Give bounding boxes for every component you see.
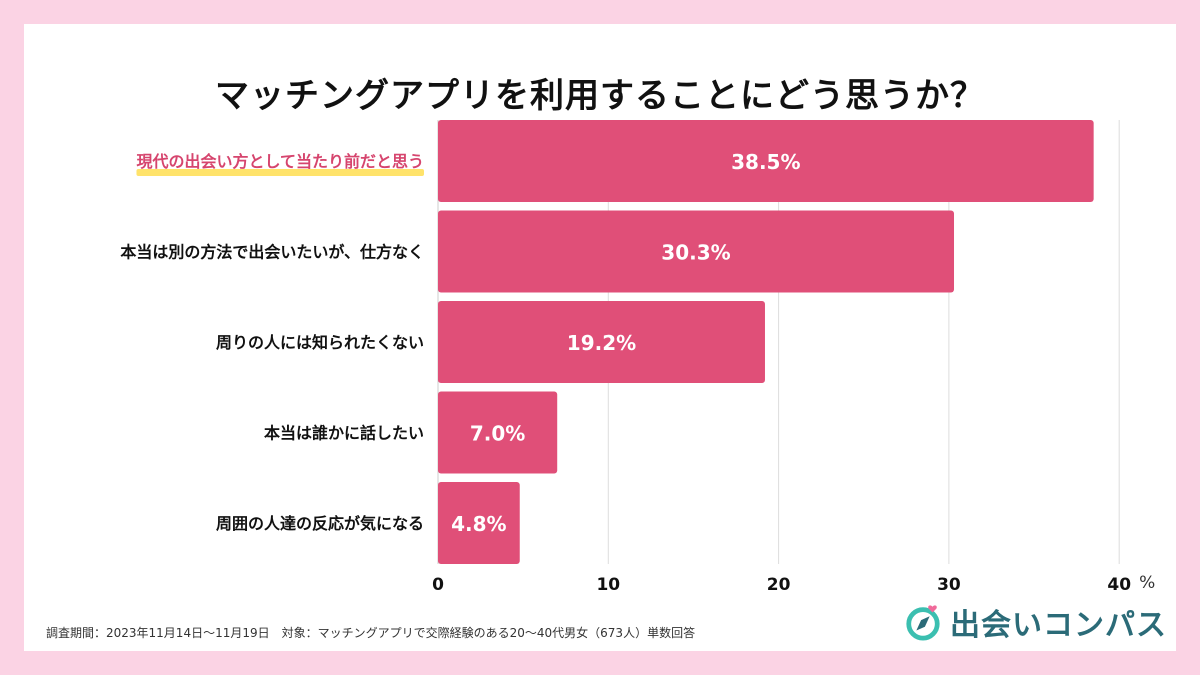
x-tick-label: 20 <box>767 575 791 595</box>
chart-card: マッチングアプリを利用することにどう思うか？ 38.5% 現代の出会い方として当た… <box>24 24 1176 651</box>
bar <box>438 120 1094 202</box>
category-label: 現代の出会い方として当たり前だと思う <box>136 152 424 171</box>
category-label: 本当は別の方法で出会いたいが、仕方なく <box>120 243 424 262</box>
highlight-underline <box>136 169 424 176</box>
category-label: 本当は誰かに話したい <box>264 424 424 443</box>
bar-value-label: 30.3% <box>661 241 730 265</box>
brand-logo: 出会いコンパス <box>904 600 1167 644</box>
bar <box>438 301 765 383</box>
bar-value-label: 7.0% <box>470 422 525 446</box>
survey-footnote: 調査期間：2023年11月14日〜11月19日 対象：マッチングアプリで交際経験… <box>46 626 696 640</box>
bar <box>438 391 558 474</box>
x-tick-label: 30 <box>937 575 961 595</box>
bar-value-label: 19.2% <box>567 331 636 355</box>
x-tick-label: 0 <box>432 575 444 595</box>
x-tick-label: 40 <box>1107 575 1131 595</box>
bar-value-label: 4.8% <box>451 512 506 536</box>
compass-heart-icon <box>906 605 940 641</box>
x-axis-unit: % <box>1139 573 1155 593</box>
bar <box>438 210 955 293</box>
brand-name: 出会いコンパス <box>950 608 1167 643</box>
bar <box>438 482 520 564</box>
x-tick-label: 10 <box>596 575 620 595</box>
chart-title: マッチングアプリを利用することにどう思うか？ <box>215 76 985 116</box>
bar-chart: 38.5% 現代の出会い方として当たり前だと思う 30.3% 本当は別の方法で出会いた… <box>120 120 1155 595</box>
category-label: 周囲の人達の反応が気になる <box>216 514 424 533</box>
bar-value-label: 38.5% <box>731 150 800 174</box>
category-label: 周りの人には知られたくない <box>216 333 424 352</box>
